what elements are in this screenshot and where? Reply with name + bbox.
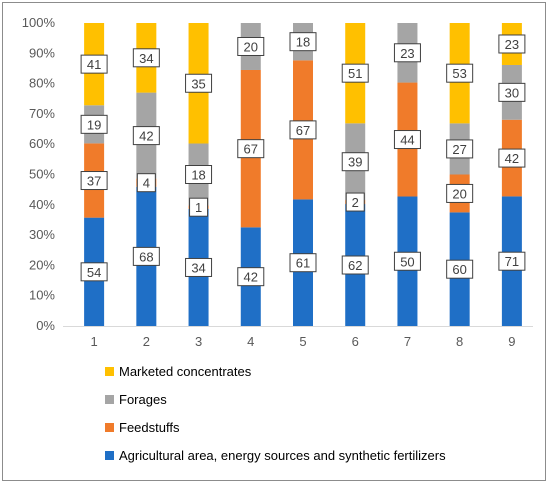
data-label-box [393, 251, 421, 271]
x-tick-label: 3 [195, 334, 202, 349]
x-tick-label: 9 [508, 334, 515, 349]
x-tick-label: 1 [90, 334, 97, 349]
data-label: 18 [191, 168, 205, 183]
y-tick-label: 70% [29, 106, 55, 121]
data-label: 67 [244, 142, 258, 157]
data-label: 23 [400, 46, 414, 61]
data-label: 20 [244, 39, 258, 54]
data-label: 19 [87, 117, 101, 132]
data-label-box [237, 139, 265, 159]
y-tick-label: 40% [29, 197, 55, 212]
data-label-box [498, 148, 526, 168]
x-tick-label: 2 [143, 334, 150, 349]
data-label: 62 [348, 258, 362, 273]
data-label: 68 [139, 249, 153, 264]
data-label-box [446, 139, 474, 159]
data-label-box [80, 114, 108, 134]
x-tick-label: 5 [299, 334, 306, 349]
y-tick-label: 50% [29, 167, 55, 182]
data-label: 41 [87, 57, 101, 72]
y-tick-label: 60% [29, 136, 55, 151]
data-label-box [393, 43, 421, 63]
data-label-box [185, 73, 213, 93]
legend-swatch [105, 367, 114, 376]
x-tick-label: 4 [247, 334, 254, 349]
x-tick-label: 8 [456, 334, 463, 349]
data-label: 39 [348, 155, 362, 170]
data-label: 71 [505, 254, 519, 269]
data-label: 20 [452, 186, 466, 201]
data-label-box [132, 48, 160, 68]
data-label-box [446, 259, 474, 279]
data-label: 30 [505, 85, 519, 100]
data-label-box [341, 63, 369, 83]
data-label-box [80, 54, 108, 74]
data-label: 42 [139, 129, 153, 144]
y-tick-label: 90% [29, 45, 55, 60]
y-tick-label: 20% [29, 257, 55, 272]
legend-swatch [105, 395, 114, 404]
data-label: 4 [143, 176, 150, 191]
data-label-box [289, 32, 317, 52]
legend-label: Feedstuffs [119, 420, 180, 435]
data-label: 53 [452, 66, 466, 81]
data-label: 27 [452, 142, 466, 157]
data-label: 23 [505, 37, 519, 52]
data-label: 61 [296, 256, 310, 271]
data-label: 42 [244, 270, 258, 285]
x-tick-label: 6 [352, 334, 359, 349]
legend-swatch [105, 451, 114, 460]
y-tick-label: 0% [36, 318, 55, 333]
data-label: 54 [87, 265, 101, 280]
y-tick-label: 30% [29, 227, 55, 242]
data-label-box [393, 130, 421, 150]
data-label-box [132, 246, 160, 266]
data-label: 34 [191, 260, 205, 275]
data-label-box [289, 120, 317, 140]
data-label: 51 [348, 66, 362, 81]
data-label-box [185, 165, 213, 184]
stacked-bar-chart: 0%10%20%30%40%50%60%70%80%90%100%1 2 3 4 5 6 7… [22, 15, 533, 463]
data-label: 67 [296, 123, 310, 138]
chart-frame: 0% 10% 20% 30% 40% 50% 60% 70% 80% 90% 100% 1 2 3 4 5 6 7… [2, 2, 546, 481]
y-tick-label: 10% [29, 288, 55, 303]
legend-swatch [105, 423, 114, 432]
data-label-box [237, 36, 265, 56]
data-label: 37 [87, 174, 101, 189]
data-label-box [189, 197, 209, 217]
data-label-box [345, 192, 365, 212]
data-label: 1 [195, 200, 202, 215]
data-label-box [446, 63, 474, 83]
data-label: 2 [352, 195, 359, 210]
legend-label: Agricultural area, energy sources and sy… [119, 448, 446, 463]
data-label-box [185, 257, 213, 277]
data-label-box [446, 183, 474, 203]
data-label: 34 [139, 51, 153, 66]
data-label-box [498, 82, 526, 102]
data-label: 18 [296, 35, 310, 50]
data-label-box [341, 255, 369, 275]
data-label-box [289, 253, 317, 273]
data-label: 35 [191, 76, 205, 91]
data-label: 50 [400, 254, 414, 269]
legend-label: Marketed concentrates [119, 364, 252, 379]
legend-label: Forages [119, 392, 167, 407]
data-label-box [136, 173, 156, 193]
x-tick-label: 7 [404, 334, 411, 349]
data-label-box [498, 251, 526, 271]
data-label-box [80, 262, 108, 282]
data-label-box [132, 126, 160, 146]
data-label-box [237, 267, 265, 287]
data-label-box [498, 34, 526, 54]
data-label: 42 [505, 151, 519, 166]
y-tick-label: 80% [29, 76, 55, 91]
data-label-box [341, 152, 369, 172]
y-tick-label: 100% [22, 15, 56, 30]
data-label-box [80, 171, 108, 191]
data-label: 60 [452, 262, 466, 277]
data-label: 44 [400, 133, 414, 148]
